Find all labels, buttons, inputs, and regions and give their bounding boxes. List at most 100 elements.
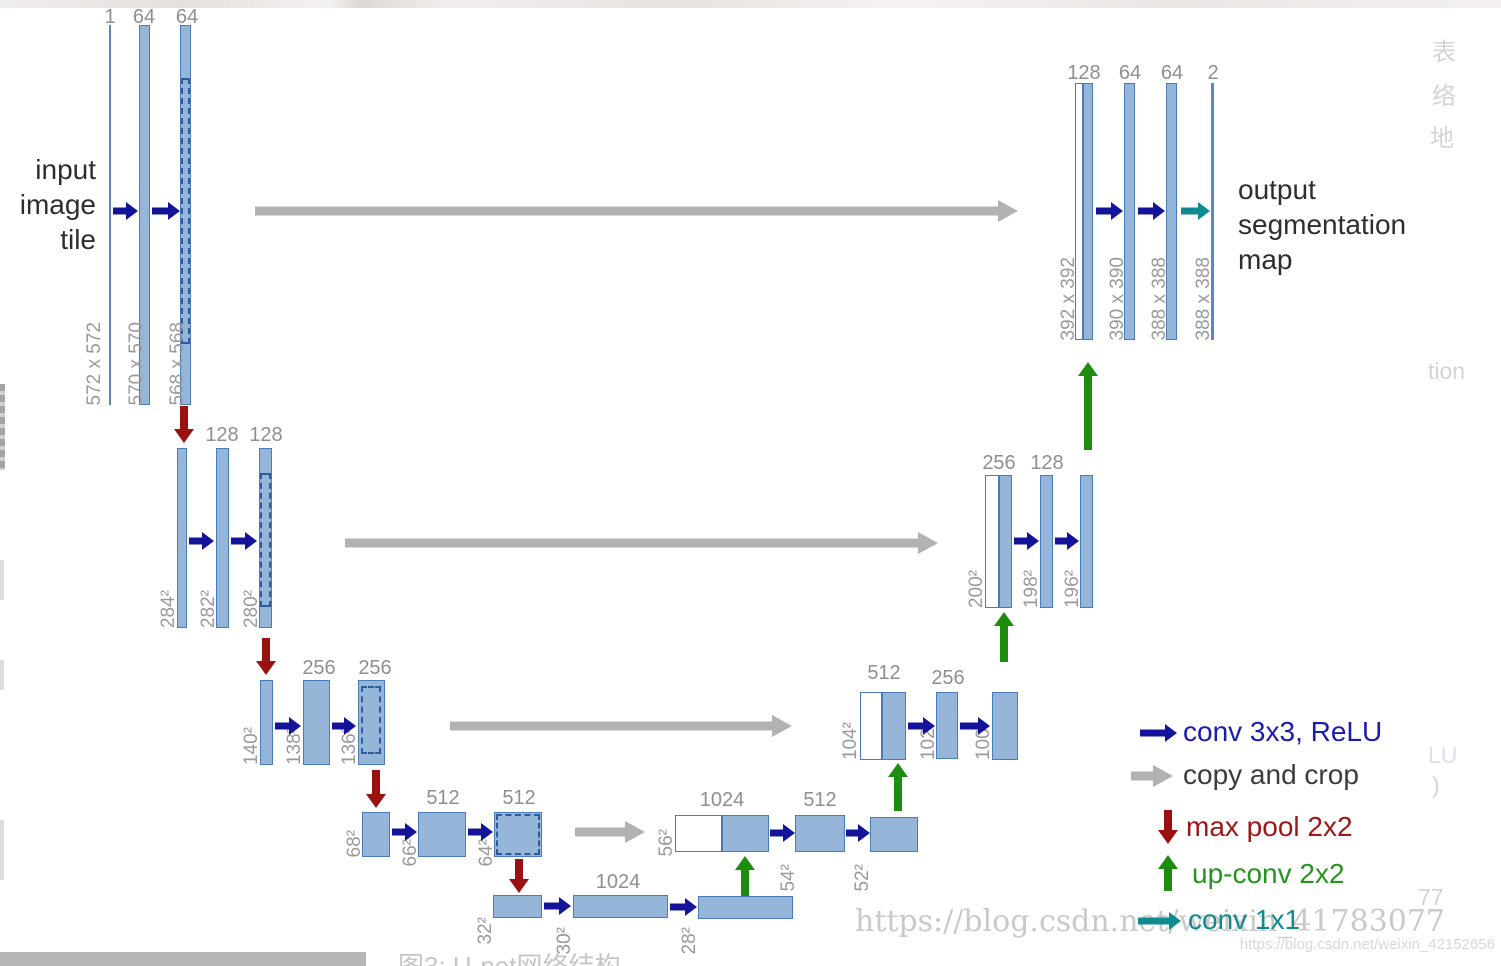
crop-region-outline bbox=[181, 78, 190, 344]
channel-label: 256 bbox=[931, 667, 965, 689]
dim-label: 68² bbox=[344, 829, 365, 857]
conv3x3-arrow bbox=[1014, 532, 1039, 550]
bottom-scrollbar-artifact bbox=[0, 952, 366, 966]
feature-map-box bbox=[418, 812, 466, 857]
channel-label: 64 bbox=[132, 6, 156, 28]
channel-label: 256 bbox=[358, 657, 392, 679]
feature-map-bar bbox=[1040, 475, 1053, 608]
conv3x3-arrow bbox=[1055, 532, 1079, 550]
dim-label: 568 x 568 bbox=[167, 321, 188, 405]
upconv-arrow bbox=[1079, 362, 1096, 450]
dim-label: 32² bbox=[475, 916, 496, 944]
feature-map-box bbox=[698, 896, 793, 919]
dim-label: 570 x 570 bbox=[126, 321, 147, 405]
maxpool-arrow bbox=[257, 638, 275, 675]
dim-label: 64² bbox=[476, 838, 497, 866]
conv3x3-arrow bbox=[670, 898, 697, 916]
conv3x3-arrow bbox=[332, 717, 356, 735]
maxpool-arrow bbox=[510, 859, 528, 893]
top-edge-artifact bbox=[0, 0, 1501, 8]
ghost-text: 77 bbox=[1418, 884, 1444, 910]
channel-label: 1024 bbox=[595, 871, 641, 893]
maxpool-arrow bbox=[367, 770, 385, 808]
legend-upconv-label: up-conv 2x2 bbox=[1192, 858, 1345, 889]
feature-map-bar bbox=[1124, 83, 1135, 340]
dim-label: 280² bbox=[241, 589, 262, 628]
output-segmentation-map-label: output segmentation map bbox=[1238, 174, 1407, 275]
maxpool-arrow bbox=[175, 406, 193, 443]
left-edge-artifact bbox=[0, 820, 4, 880]
channel-label: 2 bbox=[1207, 62, 1219, 84]
conv3x3-arrow bbox=[846, 824, 870, 842]
feature-map-bar bbox=[259, 448, 272, 628]
dim-label: 284² bbox=[158, 589, 179, 628]
feature-map-box bbox=[493, 895, 542, 918]
feature-map-bar bbox=[992, 692, 1018, 760]
dim-label: 282² bbox=[198, 589, 219, 628]
conv3x3-arrow bbox=[1096, 202, 1123, 220]
channel-label: 128 bbox=[205, 424, 239, 446]
feature-map-bar bbox=[303, 680, 330, 765]
left-edge-artifact bbox=[0, 560, 4, 600]
conv3x3-arrow bbox=[275, 717, 301, 735]
feature-map-bar bbox=[1083, 83, 1093, 340]
legend-maxpool-arrow bbox=[1158, 810, 1178, 844]
channel-label: 256 bbox=[302, 657, 336, 679]
crop-region-outline bbox=[496, 814, 540, 855]
dim-label: 388 x 388 bbox=[1193, 256, 1214, 340]
channel-label: 64 bbox=[1160, 62, 1184, 84]
ghost-text: LU bbox=[1428, 742, 1458, 768]
channel-label: 64 bbox=[1118, 62, 1142, 84]
channel-label: 1024 bbox=[699, 789, 745, 811]
dim-label: 200² bbox=[966, 569, 987, 608]
legend-conv3x3-label: conv 3x3, ReLU bbox=[1183, 716, 1383, 747]
dim-label: 392 x 392 bbox=[1058, 256, 1079, 340]
dim-label: 198² bbox=[1021, 569, 1042, 608]
feature-map-bar bbox=[936, 692, 958, 759]
channel-label: 512 bbox=[502, 787, 536, 809]
feature-map-bar bbox=[180, 25, 191, 405]
channel-label: 512 bbox=[803, 789, 837, 811]
dim-label: 54² bbox=[778, 863, 799, 891]
conv3x3-arrow bbox=[392, 823, 417, 841]
legend-maxpool-label: max pool 2x2 bbox=[1186, 811, 1353, 842]
channel-label: 512 bbox=[867, 662, 901, 684]
conv3x3-arrow bbox=[1138, 202, 1165, 220]
crop-region-outline bbox=[361, 686, 381, 754]
input-image-tile-label: input image tile bbox=[19, 154, 96, 255]
conv3x3-arrow bbox=[770, 824, 795, 842]
channel-label: 64 bbox=[175, 6, 199, 28]
conv1x1-arrow bbox=[1181, 202, 1210, 220]
dim-label: 572 x 572 bbox=[84, 321, 105, 405]
copy-crop-arrow bbox=[450, 715, 792, 737]
dim-label: 104² bbox=[840, 721, 861, 760]
channel-label: 512 bbox=[426, 787, 460, 809]
feature-map-bar bbox=[177, 448, 187, 628]
dim-label: 52² bbox=[852, 863, 873, 891]
feature-map-bar bbox=[260, 680, 273, 765]
legend-upconv-arrow bbox=[1158, 855, 1178, 891]
feature-map-bar bbox=[882, 692, 906, 760]
feature-map-box bbox=[722, 815, 769, 852]
figure-caption: 图3: U-net网络结构 bbox=[398, 951, 621, 966]
ghost-text: tion bbox=[1428, 358, 1466, 384]
upconv-arrow bbox=[736, 856, 753, 896]
channel-label: 256 bbox=[982, 452, 1016, 474]
dim-label: 140² bbox=[241, 726, 262, 765]
feature-map-box bbox=[870, 817, 918, 852]
feature-map-bar bbox=[139, 25, 150, 405]
conv3x3-arrow bbox=[113, 202, 138, 220]
csdn-watermark-small: https://blog.csdn.net/weixin_42152656 bbox=[1239, 936, 1495, 953]
copy-crop-arrow bbox=[575, 821, 645, 843]
conv3x3-arrow bbox=[152, 202, 180, 220]
channel-label: 128 bbox=[249, 424, 283, 446]
upconv-half-bar bbox=[985, 475, 999, 608]
channel-label: 1 bbox=[104, 6, 116, 28]
ghost-text: ) bbox=[1432, 772, 1440, 798]
upconv-half-bar bbox=[860, 692, 882, 760]
feature-map-bar bbox=[1080, 475, 1093, 608]
dim-label: 28² bbox=[679, 926, 700, 954]
legend-conv1x1-arrow bbox=[1138, 910, 1181, 932]
feature-map-bar bbox=[216, 448, 229, 628]
upconv-half-box bbox=[675, 815, 722, 852]
